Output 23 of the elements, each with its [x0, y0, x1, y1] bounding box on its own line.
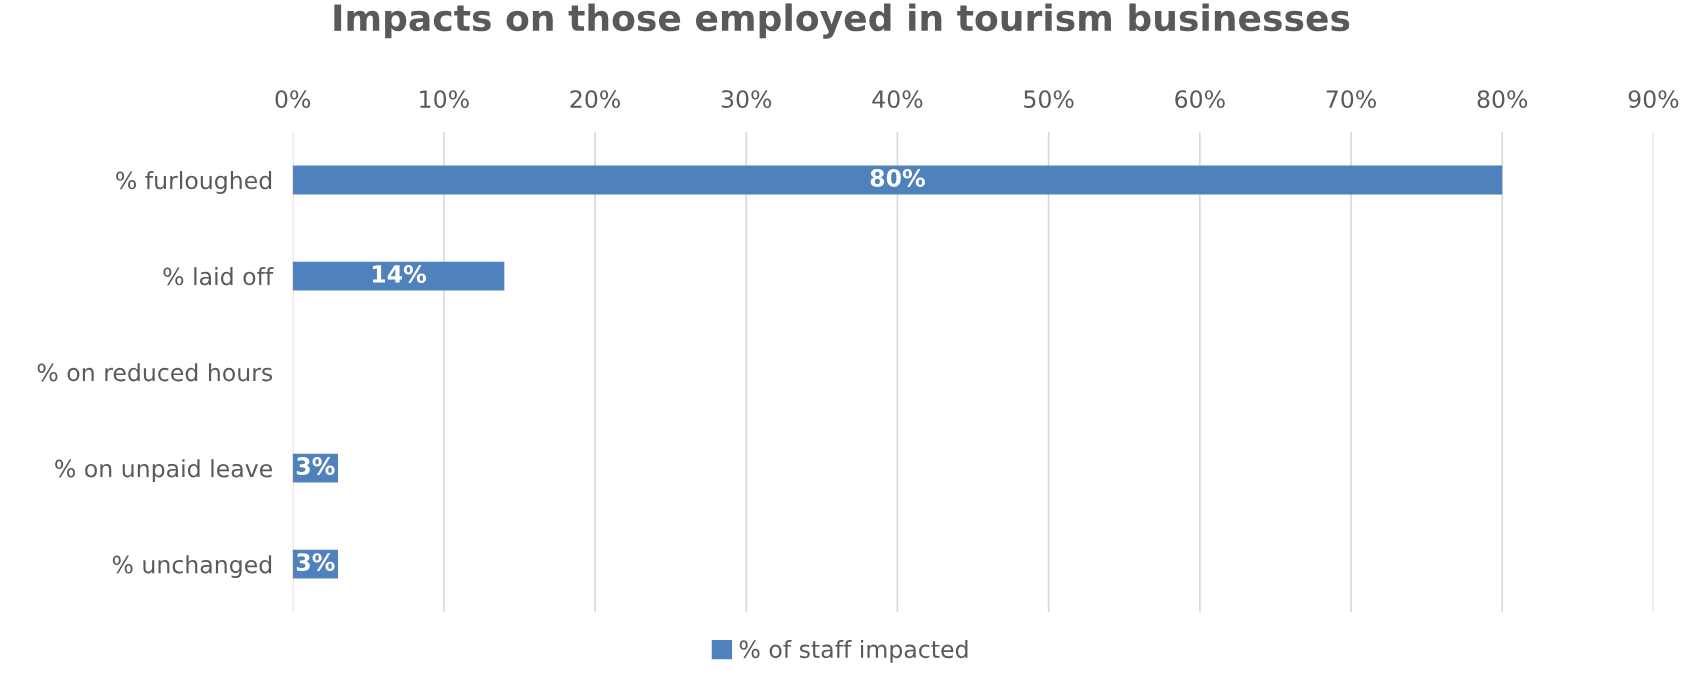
x-tick-label: 50% — [1024, 90, 1074, 108]
x-tick-label: 10% — [420, 90, 469, 108]
y-tick-label: % unchanged — [112, 555, 272, 579]
bar — [292, 261, 505, 291]
x-tick-label: 70% — [1326, 90, 1376, 108]
x-tick-label: 60% — [1175, 90, 1225, 108]
bar — [292, 165, 1503, 195]
y-tick-label: % laid off — [163, 267, 274, 286]
data-label: 3% — [296, 553, 335, 572]
legend-label: % of staff impacted — [739, 639, 968, 663]
y-tick-label: % on reduced hours — [37, 363, 273, 382]
x-tick-label: 30% — [721, 90, 772, 108]
chart-title: Impacts on those employed in tourism businesses — [334, 3, 1350, 39]
y-tick-label: % on unpaid leave — [55, 459, 272, 483]
x-tick-label: 80% — [1477, 90, 1528, 108]
x-tick-label: 0% — [275, 90, 311, 108]
data-label: 14% — [372, 265, 427, 283]
data-label: 3% — [296, 457, 335, 475]
x-tick-label: 20% — [570, 90, 620, 108]
data-label: 80% — [870, 169, 925, 187]
y-tick-label: % furloughed — [116, 171, 272, 194]
x-tick-label: 90% — [1628, 90, 1679, 108]
x-tick-label: 40% — [872, 90, 923, 108]
